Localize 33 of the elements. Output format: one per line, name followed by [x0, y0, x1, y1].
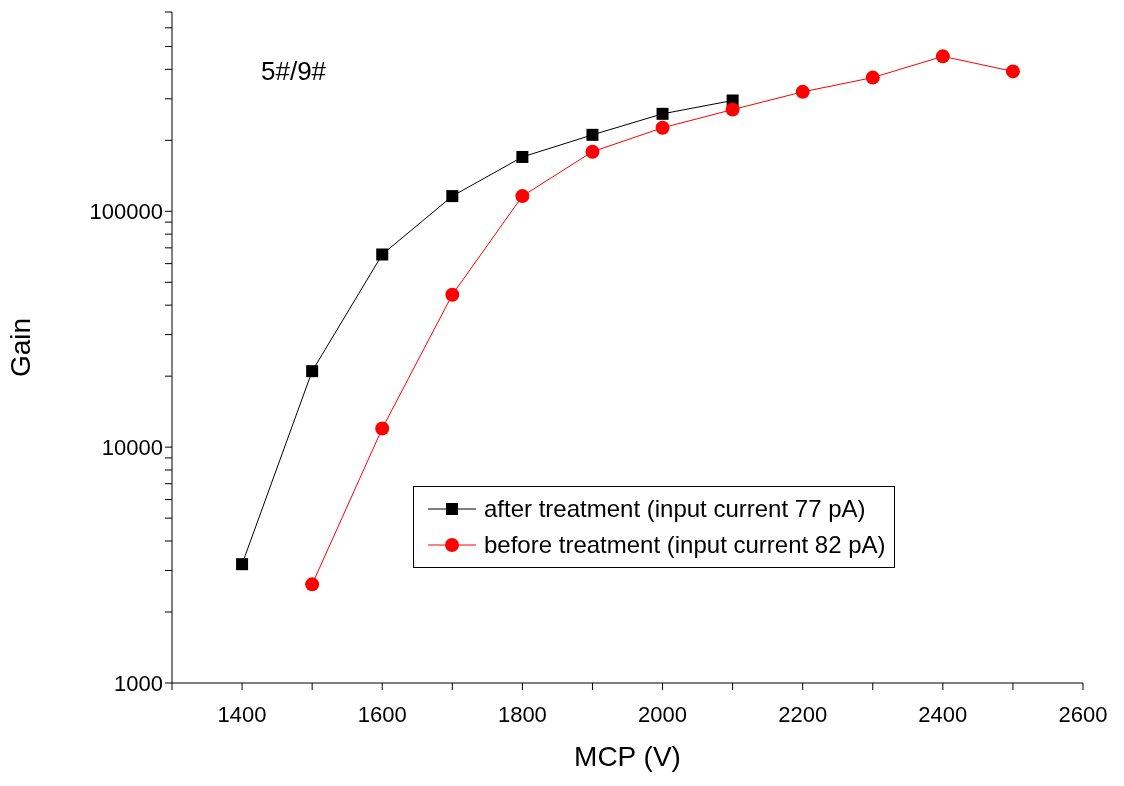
point: [935, 49, 950, 64]
point: [585, 144, 600, 159]
x-tick-label: 2200: [778, 701, 828, 727]
x-tick-label: 1400: [217, 701, 267, 727]
point: [376, 248, 389, 261]
y-axis-title: Gain: [4, 317, 36, 378]
point: [516, 150, 529, 163]
point: [375, 421, 390, 436]
y-tick-label: 10000: [101, 434, 163, 460]
point: [306, 365, 319, 378]
point: [236, 558, 249, 571]
x-axis-title: MCP (V): [574, 741, 681, 772]
point: [305, 577, 320, 592]
x-tick-label: 1800: [497, 701, 547, 727]
point: [655, 120, 670, 135]
y-tick-label: 100000: [89, 199, 163, 225]
annotation: 5#/9#: [261, 56, 327, 87]
x-tick-label: 2600: [1058, 701, 1108, 727]
point: [1005, 64, 1020, 79]
point: [795, 84, 810, 99]
point: [586, 128, 599, 141]
point: [515, 189, 530, 204]
point: [446, 190, 459, 203]
point: [445, 287, 460, 302]
point: [656, 107, 669, 120]
x-tick-label: 2000: [638, 701, 688, 727]
x-tick-label: 2400: [918, 701, 968, 727]
point: [725, 102, 740, 117]
legend-label: after treatment (input current 77 pA): [484, 495, 866, 523]
point: [865, 70, 880, 85]
x-tick-label: 1600: [357, 701, 407, 727]
y-tick-label: 1000: [114, 670, 163, 696]
legend-label: before treatment (input current 82 pA): [484, 531, 886, 559]
